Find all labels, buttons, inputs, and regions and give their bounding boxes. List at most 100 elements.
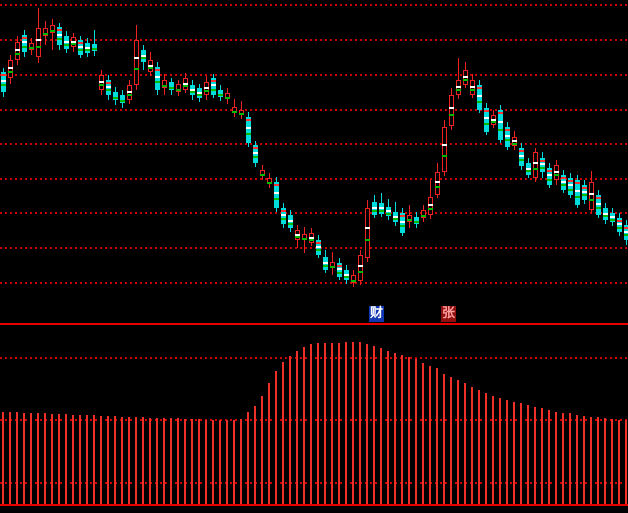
ma-tick-green <box>127 94 132 96</box>
ma-tick-white <box>141 55 146 57</box>
ma-tick-green <box>372 210 377 212</box>
ma-tick-green <box>505 139 510 141</box>
ma-tick-green <box>617 227 622 229</box>
histogram-bar <box>212 420 214 504</box>
ma-tick-green <box>316 249 321 251</box>
ma-tick-white <box>323 262 328 264</box>
candle-body <box>568 178 573 195</box>
candle-body <box>589 182 594 210</box>
ma-tick-red <box>617 220 622 222</box>
ma-tick-green <box>435 186 440 188</box>
histogram-bar <box>226 420 228 504</box>
grid-line <box>0 178 628 180</box>
ma-tick-green <box>498 129 503 131</box>
ma-tick-green <box>134 68 139 70</box>
histogram-bar <box>408 357 410 504</box>
histogram-bar <box>597 417 599 504</box>
ma-tick-green <box>491 121 496 123</box>
histogram-bar <box>555 412 557 504</box>
ma-tick-green <box>204 90 209 92</box>
ma-tick-red <box>106 82 111 84</box>
ma-tick-white <box>64 41 69 43</box>
ma-tick-white <box>554 171 559 173</box>
histogram-bar <box>331 343 333 504</box>
ma-tick-white <box>589 193 594 195</box>
histogram-bar <box>275 371 277 504</box>
histogram-bar <box>520 403 522 504</box>
ma-tick-white <box>400 221 405 223</box>
ma-tick-green <box>169 87 174 89</box>
ma-tick-white <box>428 204 433 206</box>
ma-tick-white <box>372 207 377 209</box>
ma-tick-red <box>253 147 258 149</box>
ma-tick-white <box>288 220 293 222</box>
histogram-bar <box>65 414 67 504</box>
ma-tick-red <box>477 87 482 89</box>
ma-tick-green <box>43 33 48 35</box>
histogram-bar <box>16 412 18 504</box>
histogram-bar <box>177 418 179 504</box>
histogram-bar <box>254 406 256 504</box>
ma-tick-red <box>561 177 566 179</box>
histogram-bar <box>562 413 564 504</box>
ma-tick-green <box>155 81 160 83</box>
ma-tick-white <box>155 76 160 78</box>
ma-tick-green <box>344 276 349 278</box>
candle-body <box>29 43 34 50</box>
ma-tick-red <box>484 110 489 112</box>
panel-separator-line <box>0 323 628 325</box>
candlestick-panel[interactable] <box>0 0 628 323</box>
histogram-bar <box>604 418 606 504</box>
ma-tick-white <box>568 184 573 186</box>
ma-tick-red <box>337 265 342 267</box>
histogram-bar <box>317 343 319 504</box>
histogram-bar <box>170 418 172 504</box>
ma-tick-white <box>309 237 314 239</box>
ma-tick-green <box>8 71 13 73</box>
ma-tick-white <box>442 144 447 146</box>
ma-tick-white <box>253 152 258 154</box>
histogram-bar <box>618 420 620 504</box>
ma-tick-green <box>568 189 573 191</box>
candle-body <box>162 80 167 88</box>
ma-tick-white <box>316 246 321 248</box>
ma-tick-green <box>183 85 188 87</box>
histogram-bar <box>51 414 53 504</box>
ma-tick-white <box>575 190 580 192</box>
ma-tick-green <box>64 44 69 46</box>
ma-tick-green <box>540 167 545 169</box>
ma-tick-green <box>428 208 433 210</box>
ma-tick-white <box>603 213 608 215</box>
candle-wick <box>458 58 459 99</box>
ma-tick-white <box>386 210 391 212</box>
histogram-bar <box>198 419 200 504</box>
ma-tick-green <box>449 114 454 116</box>
histogram-bar <box>569 413 571 504</box>
histogram-bar <box>44 413 46 504</box>
grid-line <box>0 39 628 41</box>
ma-tick-green <box>561 184 566 186</box>
ma-tick-green <box>218 94 223 96</box>
candle-body <box>218 90 223 97</box>
ma-tick-green <box>351 280 356 282</box>
ma-tick-white <box>435 181 440 183</box>
candle-body <box>155 67 160 90</box>
candle-body <box>134 40 139 85</box>
grid-line <box>0 282 628 284</box>
candle-wick <box>94 30 95 56</box>
grid-line <box>0 482 628 484</box>
candle-body <box>8 60 13 78</box>
histogram-bar <box>107 416 109 504</box>
ma-tick-green <box>246 133 251 135</box>
candle-body <box>57 27 62 45</box>
candle-body <box>400 213 405 233</box>
histogram-bar <box>205 420 207 504</box>
indicator-histogram-panel[interactable] <box>0 325 628 513</box>
ma-tick-green <box>456 89 461 91</box>
histogram-bar <box>2 412 4 504</box>
histogram-bar <box>142 417 144 504</box>
candle-body <box>337 263 342 277</box>
histogram-bar <box>338 343 340 504</box>
histogram-bar <box>345 342 347 504</box>
histogram-bar <box>457 380 459 504</box>
